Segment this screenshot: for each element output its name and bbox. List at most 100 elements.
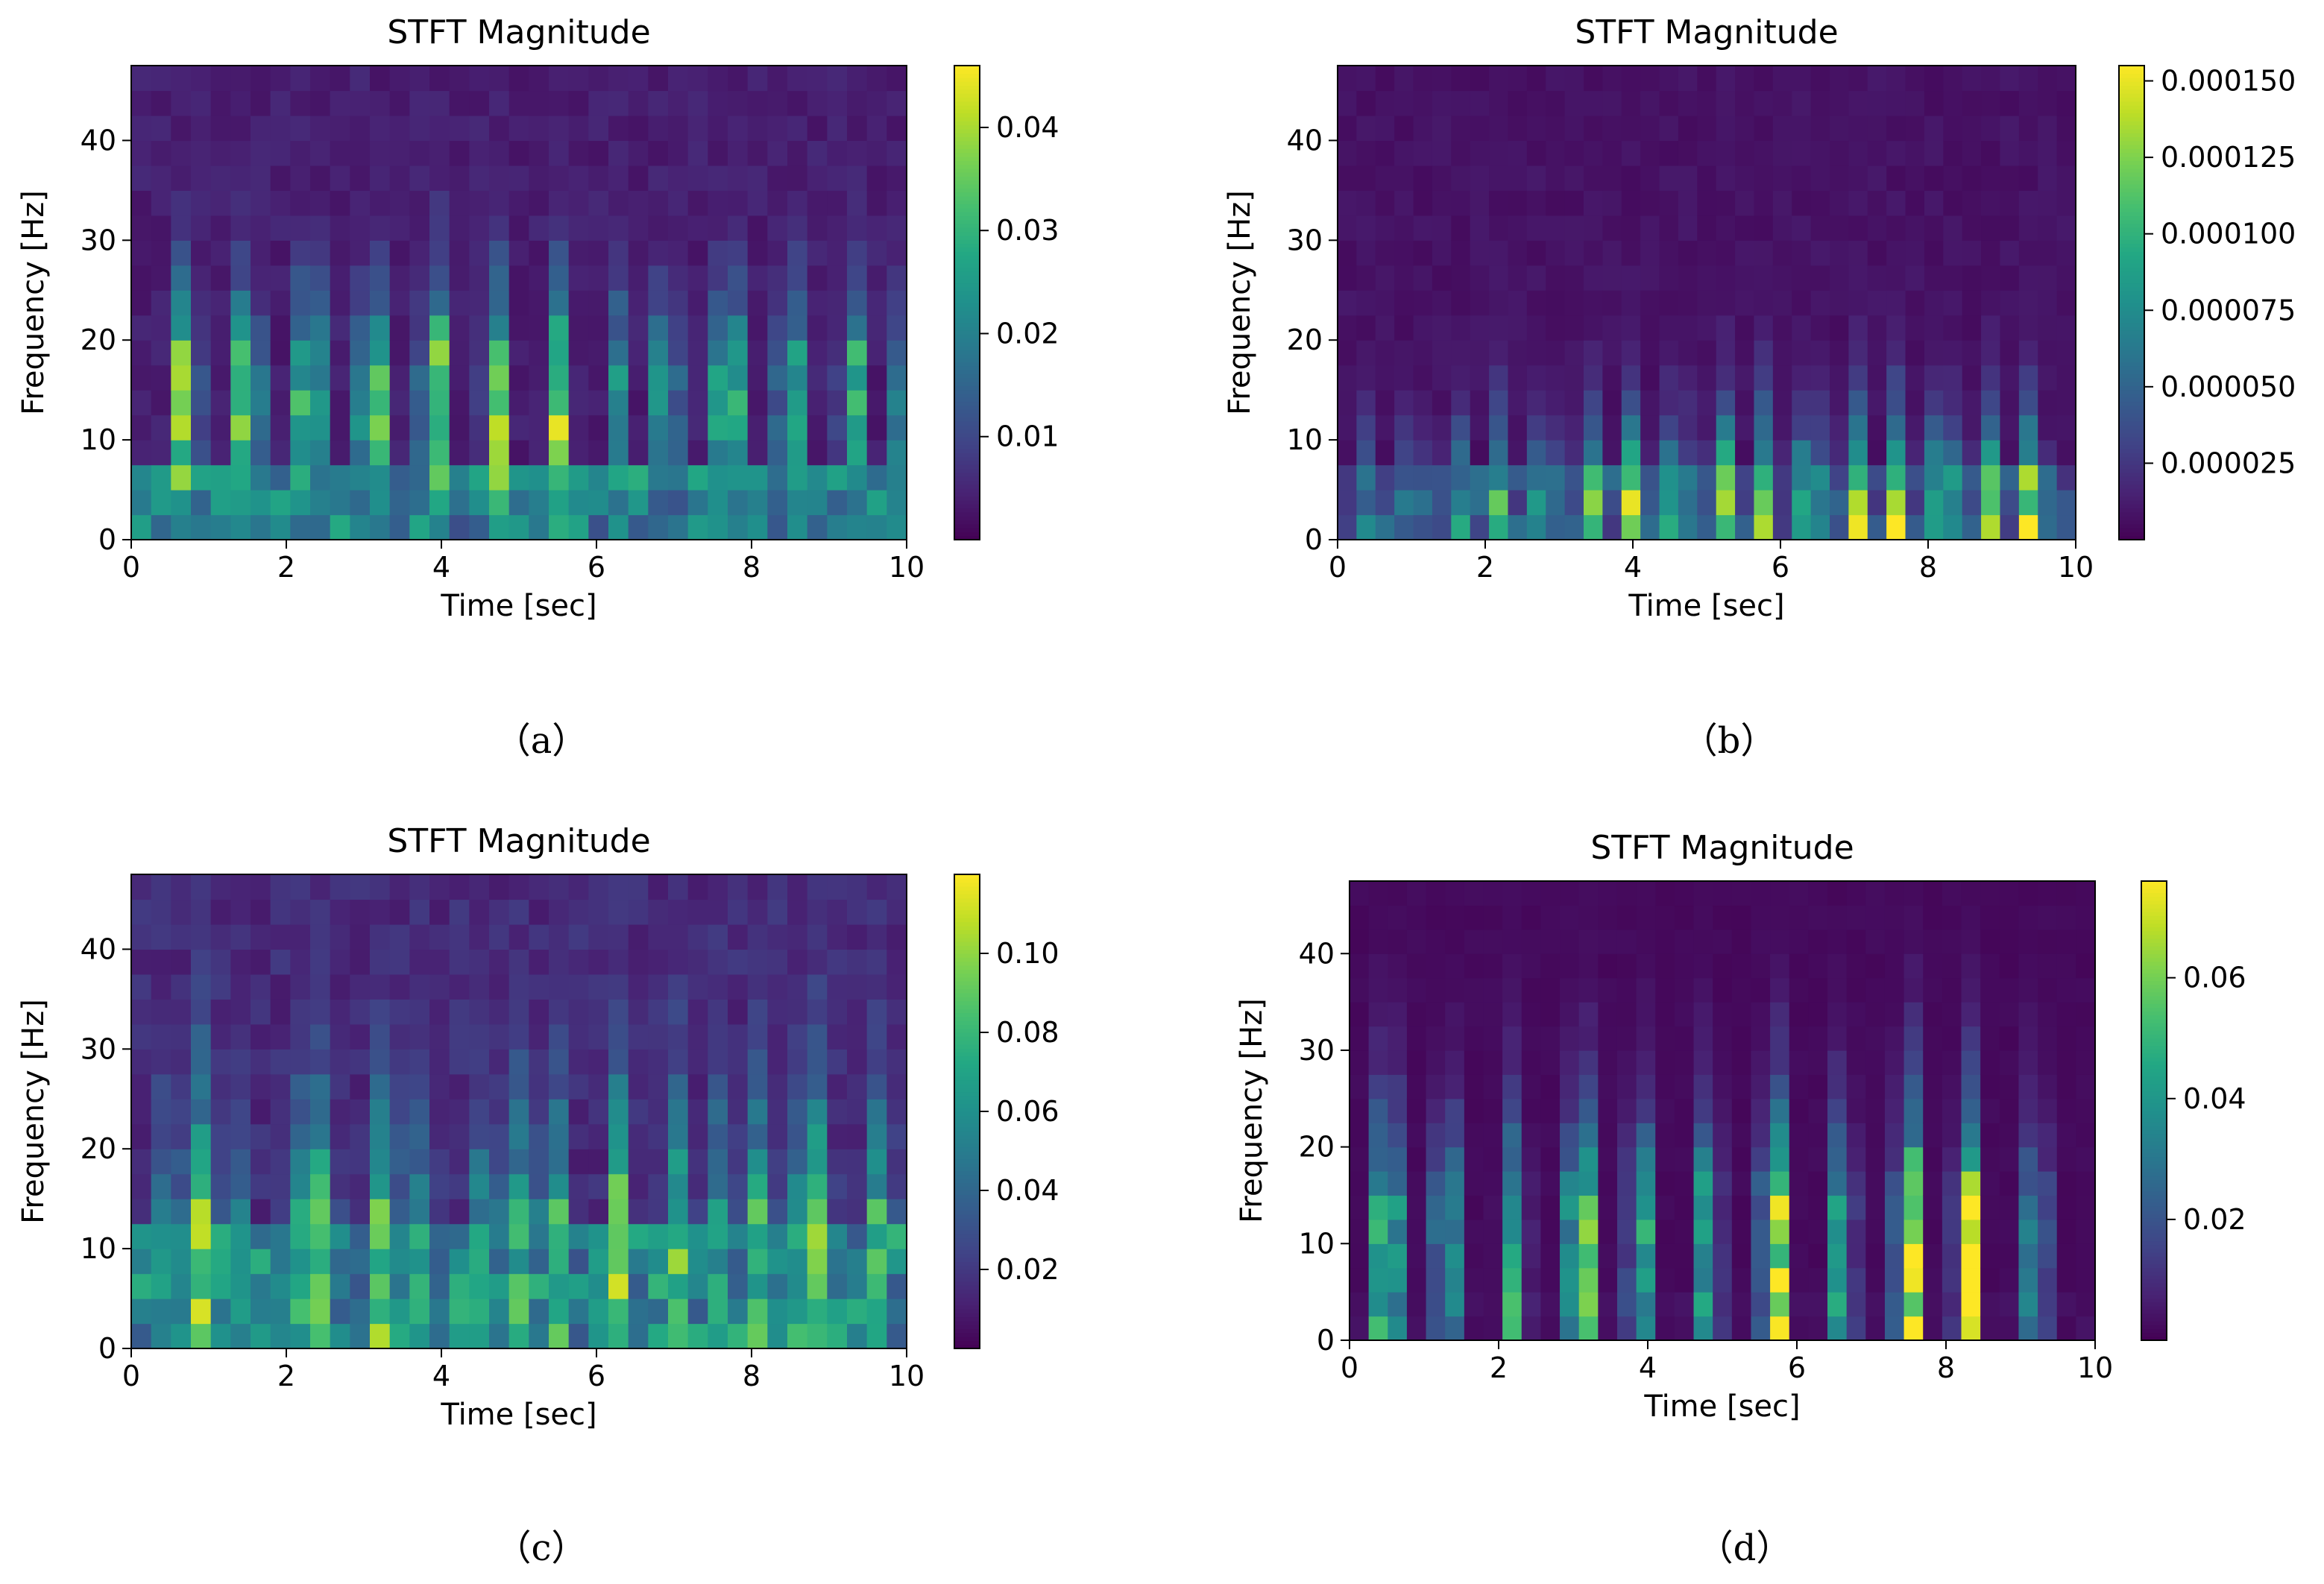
colorbar-segment bbox=[954, 274, 980, 280]
heatmap-cell bbox=[191, 414, 212, 441]
heatmap-cell bbox=[230, 1099, 251, 1125]
heatmap-cell bbox=[370, 265, 391, 291]
heatmap-cell bbox=[429, 190, 450, 216]
y-tick-label: 20 bbox=[1287, 324, 1323, 356]
y-tick-label: 10 bbox=[81, 423, 116, 456]
heatmap-cell bbox=[1508, 464, 1528, 490]
heatmap-cell bbox=[807, 1049, 828, 1075]
heatmap-cell bbox=[728, 440, 749, 466]
heatmap-cell bbox=[1846, 905, 1866, 930]
heatmap-cell bbox=[1962, 440, 1982, 466]
heatmap-cell bbox=[648, 315, 669, 341]
heatmap-cell bbox=[1697, 414, 1717, 441]
heatmap-cell bbox=[728, 165, 749, 191]
heatmap-cell bbox=[708, 1023, 728, 1050]
heatmap-cell bbox=[389, 1199, 410, 1225]
y-tick-label: 20 bbox=[1299, 1131, 1335, 1164]
heatmap-cell bbox=[310, 1273, 331, 1299]
heatmap-cell bbox=[1546, 90, 1566, 116]
heatmap-cell bbox=[668, 115, 689, 142]
heatmap-cell bbox=[1616, 1002, 1637, 1027]
heatmap-cell bbox=[2038, 290, 2058, 316]
heatmap-cell bbox=[708, 924, 728, 950]
heatmap-cell bbox=[1961, 1098, 1981, 1123]
heatmap-cell bbox=[429, 1073, 450, 1099]
colorbar-tick-label: 0.000075 bbox=[2161, 294, 2296, 326]
colorbar-segment bbox=[954, 976, 980, 982]
colorbar-segment bbox=[2141, 1041, 2167, 1047]
heatmap-cell bbox=[2076, 953, 2096, 979]
heatmap-cell bbox=[728, 1099, 749, 1125]
heatmap-cell bbox=[628, 265, 649, 291]
heatmap-cell bbox=[2018, 1316, 2038, 1341]
colorbar-segment bbox=[2119, 370, 2144, 374]
heatmap-cell bbox=[1962, 90, 1982, 116]
heatmap-cell bbox=[2000, 365, 2020, 391]
heatmap-cell bbox=[628, 1073, 649, 1099]
heatmap-cell bbox=[827, 1223, 848, 1249]
heatmap-cell bbox=[210, 190, 231, 216]
heatmap-cell bbox=[1942, 1098, 1962, 1123]
heatmap-cell bbox=[1886, 265, 1906, 291]
heatmap-cell bbox=[1432, 115, 1452, 142]
colorbar-segment bbox=[954, 124, 980, 130]
heatmap-cell bbox=[1483, 1316, 1503, 1341]
heatmap-cell bbox=[1789, 905, 1809, 930]
colorbar-segment bbox=[954, 322, 980, 327]
heatmap-cell bbox=[1655, 1292, 1675, 1317]
heatmap-cell bbox=[389, 1173, 410, 1199]
colorbar-segment bbox=[954, 231, 980, 236]
colorbar-segment bbox=[954, 1170, 980, 1176]
heatmap-cell bbox=[2038, 1026, 2058, 1051]
heatmap-cell bbox=[568, 365, 589, 391]
heatmap-cell bbox=[330, 999, 350, 1025]
x-tick-label: 6 bbox=[588, 551, 605, 584]
heatmap-cell bbox=[1489, 115, 1509, 142]
heatmap-cell bbox=[787, 924, 808, 950]
heatmap-cell bbox=[1413, 165, 1433, 191]
heatmap-cell bbox=[1999, 1074, 2020, 1099]
heatmap-cell bbox=[608, 1273, 629, 1299]
colorbar-segment bbox=[954, 1146, 980, 1152]
heatmap-cell bbox=[1713, 1050, 1733, 1075]
heatmap-cell bbox=[449, 974, 470, 1000]
colorbar-tick-label: 0.01 bbox=[996, 420, 1059, 453]
heatmap-cell bbox=[2018, 165, 2038, 191]
heatmap-cell bbox=[1432, 390, 1452, 416]
colorbar-segment bbox=[2119, 476, 2144, 482]
colorbar-segment bbox=[954, 101, 980, 106]
heatmap-cell bbox=[449, 1223, 470, 1249]
heatmap-cell bbox=[529, 1023, 549, 1050]
heatmap-cell bbox=[608, 414, 629, 441]
colorbar-segment bbox=[2141, 1225, 2167, 1230]
heatmap-cell bbox=[1905, 340, 1925, 366]
heatmap-cell bbox=[1451, 190, 1471, 216]
heatmap-cell bbox=[1923, 953, 1943, 979]
heatmap-cell bbox=[469, 464, 490, 490]
heatmap-cell bbox=[1584, 90, 1603, 116]
heatmap-cell bbox=[648, 1249, 669, 1275]
heatmap-cell bbox=[508, 1299, 529, 1325]
heatmap-cell bbox=[1350, 1002, 1370, 1027]
chart-title: STFT Magnitude bbox=[1590, 829, 1854, 867]
heatmap-cell bbox=[1961, 1146, 1981, 1172]
heatmap-cell bbox=[469, 1323, 490, 1349]
heatmap-cell bbox=[1578, 1292, 1599, 1317]
heatmap-cell bbox=[1526, 190, 1546, 216]
heatmap-cell bbox=[628, 215, 649, 241]
heatmap-cell bbox=[1846, 1074, 1866, 1099]
heatmap-cell bbox=[1830, 315, 1849, 341]
heatmap-cell bbox=[1697, 90, 1717, 116]
heatmap-cell bbox=[251, 315, 271, 341]
heatmap-cell bbox=[1697, 140, 1717, 166]
heatmap-cell bbox=[866, 1123, 887, 1149]
heatmap-cell bbox=[1578, 1171, 1599, 1196]
heatmap-cell bbox=[1338, 365, 1357, 391]
colorbar-segment bbox=[954, 373, 980, 379]
heatmap-cell bbox=[568, 390, 589, 416]
heatmap-cell bbox=[1598, 1146, 1618, 1172]
y-tick-label: 0 bbox=[1317, 1324, 1335, 1357]
heatmap-cell bbox=[1903, 1074, 1924, 1099]
heatmap-cell bbox=[887, 190, 907, 216]
heatmap-cell bbox=[1678, 190, 1698, 216]
